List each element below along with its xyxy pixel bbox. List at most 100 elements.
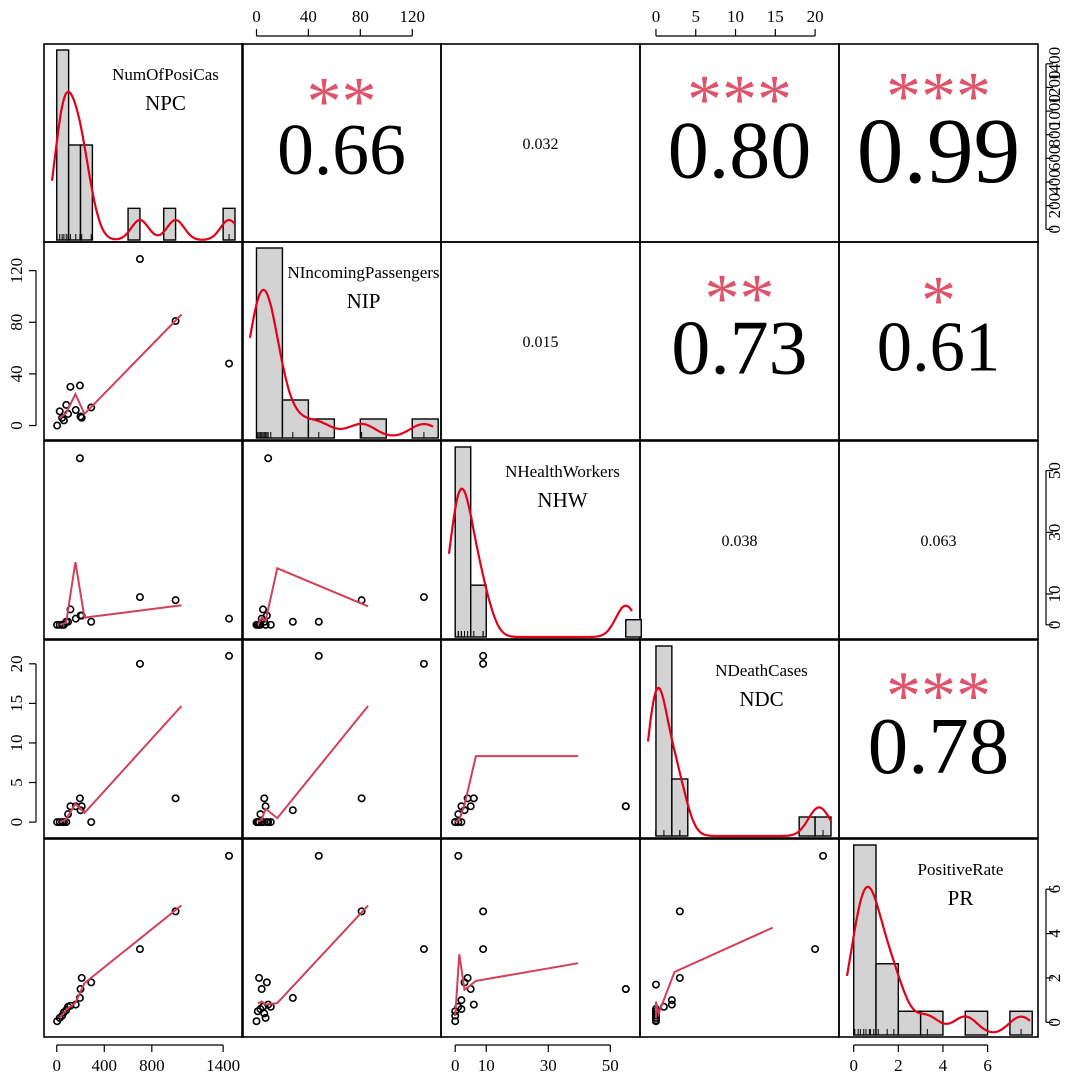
correlation-panel-0-3: ***0.80	[668, 62, 812, 196]
y-tick-label: 200	[1045, 193, 1064, 219]
correlation-panel-0-4: ***0.99	[857, 59, 1020, 204]
variable-abbr-label: NPC	[145, 91, 186, 115]
scatter-point	[457, 818, 466, 827]
panel-frame-4-2	[440, 838, 641, 1038]
y-tick-label: 30	[1045, 524, 1064, 541]
variable-abbr-label: NIP	[347, 289, 381, 313]
x-axis-ndc: 0 5 10 15 20	[652, 7, 824, 37]
smooth-line	[58, 904, 183, 1019]
scatter-point	[225, 851, 234, 860]
scatter-point	[55, 407, 64, 416]
panel-frame-2-0	[43, 440, 244, 640]
correlation-panel-2-3: 0.038	[722, 533, 758, 550]
x-tick-label: 80	[352, 7, 369, 26]
histogram-bar	[625, 619, 643, 638]
y-tick-label: 120	[7, 258, 26, 284]
y-tick-label: 1200	[1045, 70, 1064, 104]
y-tick-label: 6	[1045, 885, 1064, 894]
correlation-panel-3-4: ***0.78	[868, 658, 1009, 791]
correlation-value: 0.66	[277, 108, 406, 190]
scatter-point	[87, 403, 96, 412]
diagonal-panel-pr: PositiveRate PR	[845, 844, 1033, 1036]
scatter-point	[819, 851, 828, 860]
correlation-value: 0.032	[523, 136, 559, 153]
smooth-line	[454, 954, 579, 1017]
density-curve	[447, 487, 633, 639]
y-tick-label: 40	[7, 365, 26, 382]
scatter-point	[252, 1017, 261, 1026]
x-axis-nhw: 0 10 30 50	[451, 1044, 619, 1075]
significance-stars: **	[307, 64, 377, 141]
scatter-point	[76, 806, 85, 815]
scatter-point	[135, 945, 144, 954]
smooth-line	[257, 904, 369, 1006]
scatter-point	[314, 617, 323, 626]
scatter-point	[261, 1013, 270, 1022]
y-axis-ndc: 0 5 10 15 20	[7, 655, 37, 827]
density-curve	[248, 288, 434, 437]
panel-frame-3-2	[440, 639, 641, 839]
scatter-point	[419, 659, 428, 668]
x-tick-label: 0	[53, 1056, 62, 1075]
y-tick-label: 0	[7, 818, 26, 827]
correlation-value: 0.063	[921, 533, 957, 550]
x-tick-label: 5	[691, 7, 700, 26]
scatter-point	[75, 454, 84, 463]
scatter-point	[225, 359, 234, 368]
variable-name-label: NumOfPosiCas	[112, 65, 219, 84]
scatter-point	[257, 985, 266, 994]
scatter-point	[171, 794, 180, 803]
scatter-point	[264, 818, 273, 827]
density-curve	[646, 686, 832, 838]
x-tick-label: 4	[939, 1056, 948, 1075]
scatter-point	[225, 651, 234, 660]
scatter-point	[77, 973, 86, 982]
x-tick-label: 6	[983, 1056, 992, 1075]
correlation-value: 0.015	[523, 334, 559, 351]
scatter-point	[463, 973, 472, 982]
scatter-point	[64, 617, 73, 626]
x-tick-label: 0	[849, 1056, 858, 1075]
scatter-point	[66, 382, 75, 391]
scatter-point	[76, 412, 85, 421]
scatter-point	[479, 907, 488, 916]
correlation-panel-1-4: *0.61	[877, 262, 1001, 386]
significance-stars: ***	[687, 62, 792, 139]
scatter-point	[419, 593, 428, 602]
scatter-point	[75, 794, 84, 803]
scatter-point	[457, 996, 466, 1005]
y-tick-label: 5	[7, 778, 26, 787]
scatter-point	[135, 255, 144, 264]
panel-frame-3-0	[43, 639, 244, 839]
scatter-point	[811, 945, 820, 954]
correlation-panel-1-3: **0.73	[671, 261, 807, 391]
scatter-point	[77, 413, 86, 422]
y-axis-pr: 0 2 4 6	[1045, 885, 1064, 1027]
scatter-point	[66, 1001, 75, 1010]
y-tick-label: 80	[7, 314, 26, 331]
smooth-line	[655, 926, 774, 1019]
scatter-panel-npc_nip	[53, 255, 234, 430]
y-tick-label: 15	[7, 695, 26, 712]
histogram-bar	[56, 49, 70, 241]
scatter-point	[225, 614, 234, 623]
histogram-bar	[897, 1010, 922, 1036]
scatter-panel-npc_pr	[53, 851, 234, 1026]
significance-stars: *	[921, 262, 956, 339]
correlation-value: 0.73	[671, 305, 807, 391]
y-tick-label: 0	[1045, 621, 1064, 630]
histogram-bar	[454, 446, 472, 638]
scatter-point	[71, 406, 80, 415]
x-tick-label: 40	[300, 7, 317, 26]
scatter-point	[135, 659, 144, 668]
smooth-line	[59, 705, 183, 824]
scatter-point	[667, 1000, 676, 1009]
scatter-point	[451, 1017, 460, 1026]
y-tick-label: 0	[7, 421, 26, 430]
scatter-point	[457, 1005, 466, 1014]
smooth-line	[454, 755, 579, 823]
y-tick-label: 1400	[1045, 47, 1064, 81]
scatter-panel-npc_ndc	[53, 651, 234, 827]
significance-stars: **	[705, 261, 775, 338]
